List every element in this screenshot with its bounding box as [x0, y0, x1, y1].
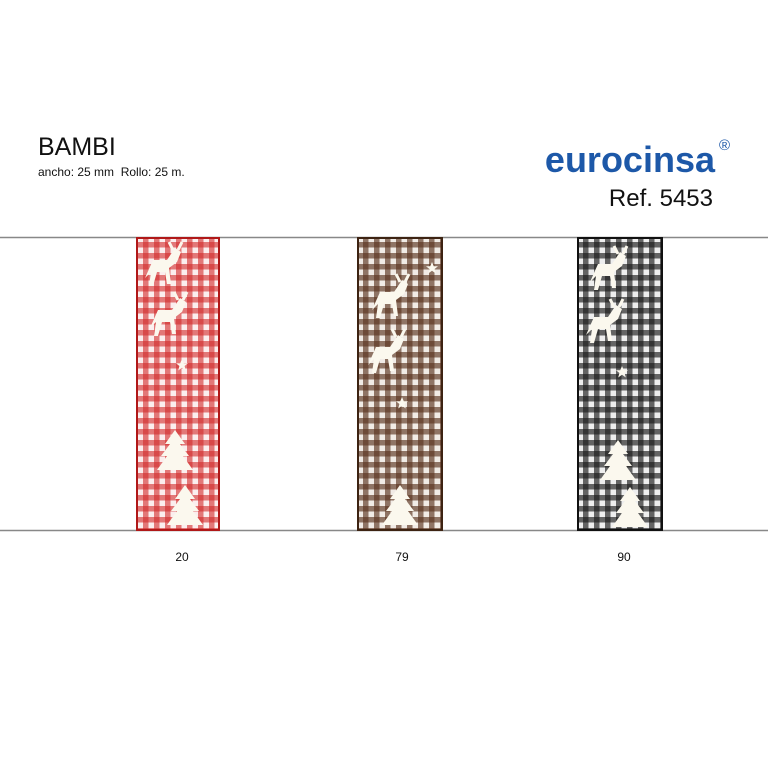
ribbon — [136, 237, 220, 531]
ribbon — [577, 237, 663, 531]
title: BAMBI — [38, 133, 116, 161]
brand-name: eurocinsa — [545, 139, 716, 180]
reference: Ref. 5453 — [609, 185, 713, 212]
ribbon-code: 20 — [175, 550, 189, 564]
subtitle: ancho: 25 mm Rollo: 25 m. — [38, 165, 185, 179]
ribbon-code: 90 — [617, 550, 631, 564]
ribbon-code: 79 — [395, 550, 409, 564]
ribbon — [357, 237, 443, 531]
brand-mark: ® — [719, 137, 730, 154]
